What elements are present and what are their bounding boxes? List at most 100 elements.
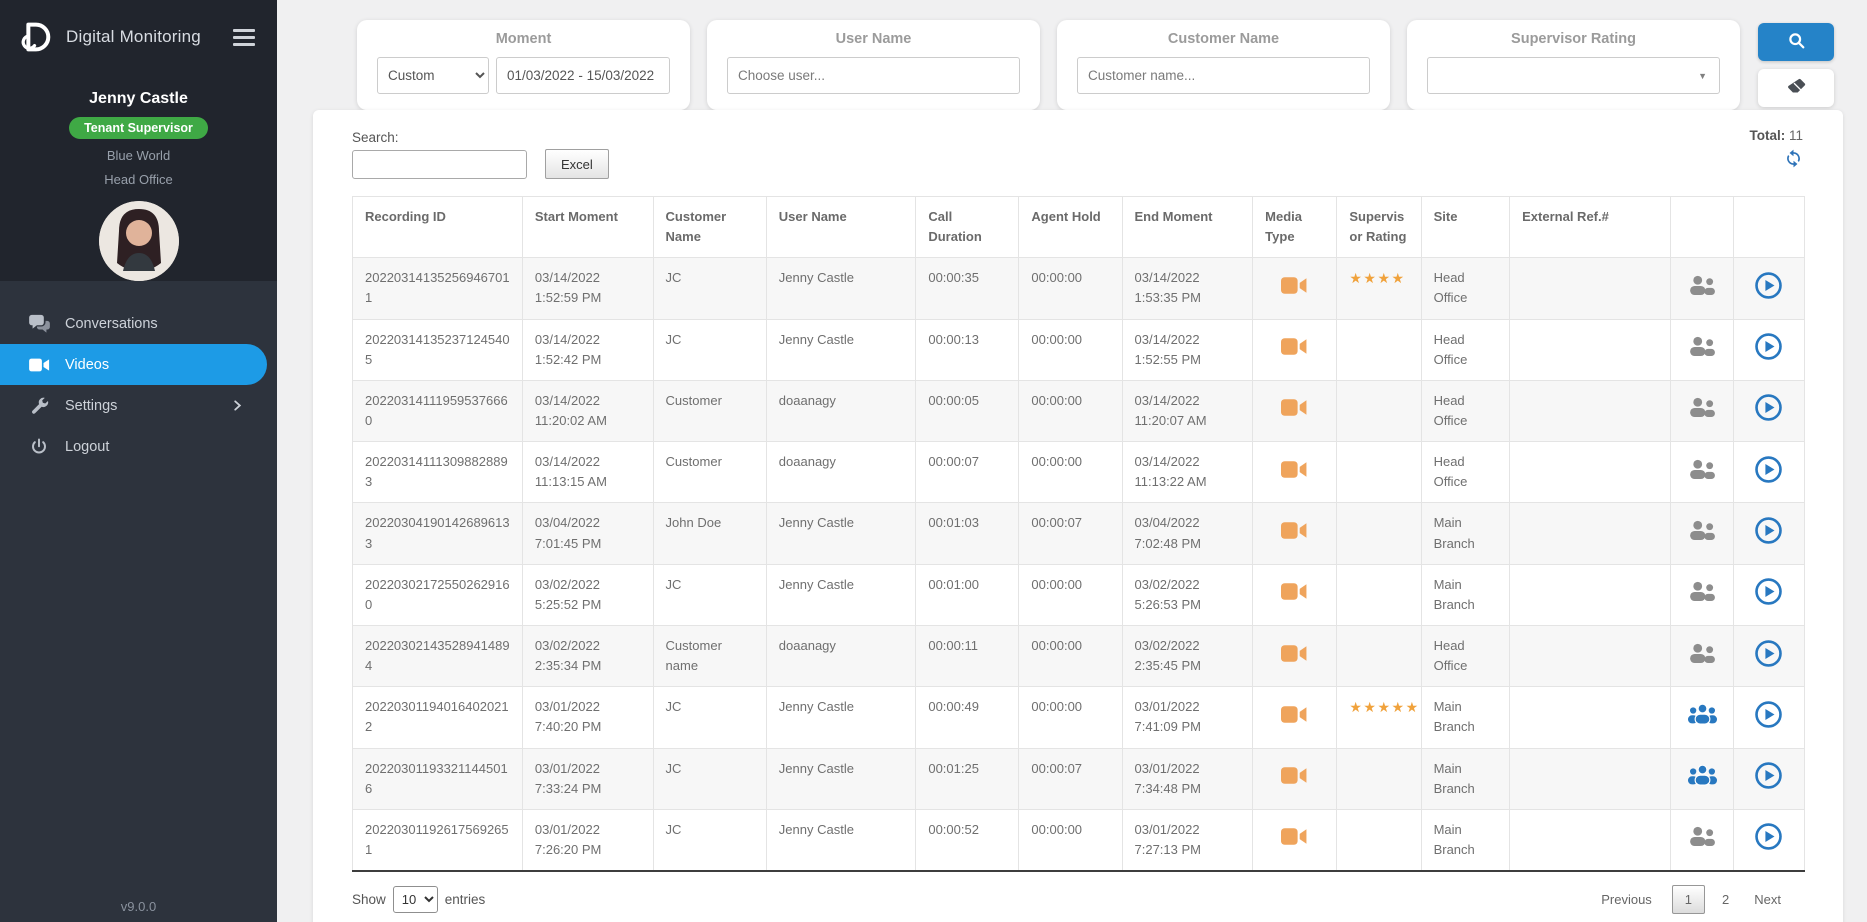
moment-preset-select[interactable]: Custom bbox=[377, 57, 489, 94]
table-row[interactable]: 202203141352569467011 03/14/2022 1:52:59 … bbox=[352, 257, 1806, 320]
previous-page-button[interactable]: Previous bbox=[1601, 892, 1652, 908]
table-row[interactable]: 202203011926175692651 03/01/2022 7:26:20 … bbox=[352, 808, 1806, 872]
cell-recording-id: 202203011933211445016 bbox=[352, 747, 523, 810]
user-name-input[interactable] bbox=[727, 57, 1020, 94]
column-header[interactable]: End Moment bbox=[1121, 195, 1254, 259]
cell-recording-id: 202203041901426896133 bbox=[352, 502, 523, 565]
cell-agent-hold: 00:00:00 bbox=[1018, 257, 1123, 320]
participants-group-icon[interactable] bbox=[1687, 765, 1718, 786]
cell-user-name: Jenny Castle bbox=[765, 318, 917, 381]
end-date: 03/02/2022 bbox=[1134, 637, 1200, 653]
cell-customer-name: John Doe bbox=[652, 502, 767, 565]
participants-pair-icon[interactable] bbox=[1688, 643, 1717, 664]
cell-user-name: Jenny Castle bbox=[765, 686, 917, 749]
column-header[interactable]: External Ref.# bbox=[1509, 195, 1672, 259]
participants-pair-icon[interactable] bbox=[1688, 275, 1717, 296]
video-media-icon bbox=[1281, 767, 1308, 789]
table-search-input[interactable] bbox=[352, 150, 527, 179]
table-row[interactable]: 202203021435289414894 03/02/2022 2:35:34 … bbox=[352, 624, 1806, 688]
table-row[interactable]: 202203011940164020212 03/01/2022 7:40:20 … bbox=[352, 686, 1806, 749]
column-header[interactable]: Agent Hold bbox=[1018, 195, 1123, 259]
participants-pair-icon[interactable] bbox=[1688, 459, 1717, 480]
play-button[interactable] bbox=[1754, 332, 1783, 361]
excel-export-button[interactable]: Excel bbox=[545, 149, 609, 179]
sidebar-header: Digital Monitoring Jenny Castle Tenant S… bbox=[0, 0, 277, 281]
start-time: 2:35:34 PM bbox=[534, 658, 602, 674]
table-row[interactable]: 202203141119595376660 03/14/2022 11:20:02… bbox=[352, 379, 1806, 443]
column-header[interactable]: Start Moment bbox=[521, 195, 654, 259]
cell-customer-name: JC bbox=[652, 686, 767, 749]
show-label: Show bbox=[352, 892, 386, 908]
cell-customer-name: Customer name bbox=[652, 624, 767, 688]
table-row[interactable]: 202203021725502629160 03/02/2022 5:25:52 … bbox=[352, 563, 1806, 626]
play-button[interactable] bbox=[1754, 639, 1783, 668]
table-row[interactable]: 202203041901426896133 03/04/2022 7:01:45 … bbox=[352, 502, 1806, 565]
customer-name-input[interactable] bbox=[1077, 57, 1370, 94]
table-row[interactable]: 202203011933211445016 03/01/2022 7:33:24 … bbox=[352, 747, 1806, 810]
table-row[interactable]: 202203141352371245405 03/14/2022 1:52:42 … bbox=[352, 318, 1806, 381]
play-button[interactable] bbox=[1754, 516, 1783, 545]
start-time: 7:26:20 PM bbox=[534, 841, 602, 857]
participants-group-icon[interactable] bbox=[1687, 703, 1718, 725]
participants-pair-icon[interactable] bbox=[1688, 581, 1717, 602]
column-header[interactable]: Media Type bbox=[1252, 195, 1338, 259]
cell-external-ref bbox=[1509, 686, 1672, 749]
cell-site: Main Branch bbox=[1420, 747, 1511, 810]
play-button[interactable] bbox=[1754, 700, 1783, 729]
column-header[interactable]: Site bbox=[1420, 195, 1511, 259]
search-button[interactable] bbox=[1758, 23, 1834, 61]
cell-external-ref bbox=[1509, 502, 1672, 565]
start-time: 1:52:42 PM bbox=[534, 351, 602, 367]
end-date: 03/14/2022 bbox=[1134, 392, 1200, 408]
participants-pair-icon[interactable] bbox=[1688, 397, 1717, 418]
sidebar-item-settings[interactable]: Settings bbox=[0, 385, 267, 426]
clear-filters-button[interactable] bbox=[1758, 69, 1834, 107]
cell-site: Main Branch bbox=[1420, 502, 1511, 565]
sidebar-item-conversations[interactable]: Conversations bbox=[0, 303, 267, 344]
column-header[interactable]: User Name bbox=[765, 195, 917, 259]
sidebar-item-videos[interactable]: Videos bbox=[0, 344, 267, 385]
next-page-button[interactable]: Next bbox=[1754, 892, 1781, 908]
column-header[interactable]: Call Duration bbox=[915, 195, 1020, 259]
avatar[interactable] bbox=[98, 201, 179, 281]
play-button[interactable] bbox=[1754, 577, 1783, 606]
column-header[interactable]: Recording ID bbox=[352, 195, 523, 259]
cell-customer-name: JC bbox=[652, 257, 767, 320]
table-row[interactable]: 202203141113098828893 03/14/2022 11:13:15… bbox=[352, 441, 1806, 504]
refresh-icon[interactable] bbox=[1784, 149, 1803, 173]
date-range-input[interactable] bbox=[496, 57, 670, 94]
play-button[interactable] bbox=[1754, 455, 1783, 484]
column-header[interactable] bbox=[1732, 195, 1806, 259]
play-button[interactable] bbox=[1754, 761, 1783, 790]
hamburger-menu-icon[interactable] bbox=[229, 25, 259, 50]
column-header[interactable] bbox=[1670, 195, 1734, 259]
play-button[interactable] bbox=[1754, 271, 1783, 300]
play-button[interactable] bbox=[1754, 393, 1783, 422]
supervisor-rating-select[interactable]: ▼ bbox=[1427, 57, 1720, 94]
cell-call-duration: 00:00:07 bbox=[915, 441, 1020, 504]
start-time: 7:01:45 PM bbox=[534, 535, 602, 551]
app-logo-icon bbox=[14, 16, 56, 58]
filter-label: User Name bbox=[835, 31, 912, 47]
cell-agent-hold: 00:00:00 bbox=[1018, 624, 1123, 688]
column-header[interactable]: Supervisor Rating bbox=[1336, 195, 1422, 259]
user-panel: Jenny Castle Tenant Supervisor Blue Worl… bbox=[0, 68, 277, 281]
start-date: 03/04/2022 bbox=[534, 515, 600, 531]
start-date: 03/14/2022 bbox=[534, 331, 600, 347]
participants-pair-icon[interactable] bbox=[1688, 826, 1717, 847]
end-time: 7:41:09 PM bbox=[1134, 719, 1202, 735]
participants-pair-icon[interactable] bbox=[1688, 336, 1717, 357]
participants-pair-icon[interactable] bbox=[1688, 520, 1717, 541]
page-button[interactable]: 1 bbox=[1671, 885, 1706, 915]
column-header[interactable]: Customer Name bbox=[652, 195, 767, 259]
play-button[interactable] bbox=[1754, 822, 1783, 851]
page-button[interactable]: 2 bbox=[1722, 892, 1730, 908]
cell-customer-name: Customer bbox=[652, 441, 767, 504]
page-size-select[interactable]: 10 bbox=[392, 886, 438, 914]
cell-call-duration: 00:01:03 bbox=[915, 502, 1020, 565]
sidebar-item-logout[interactable]: Logout bbox=[0, 426, 267, 467]
start-date: 03/01/2022 bbox=[534, 699, 600, 715]
